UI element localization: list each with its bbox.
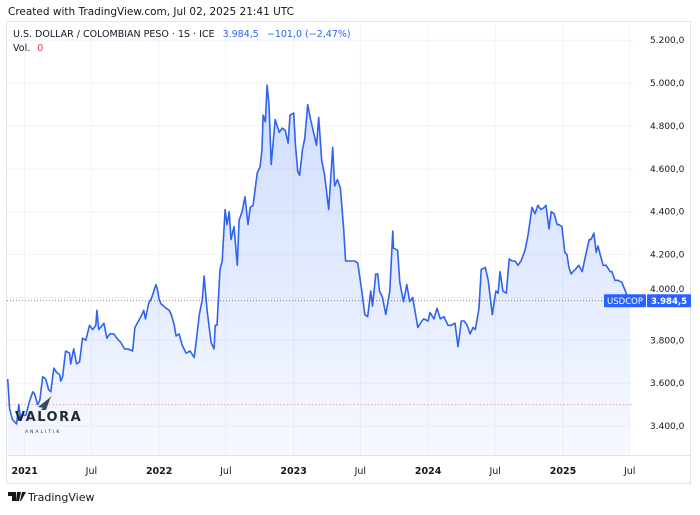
ticker-tag-bg bbox=[604, 294, 646, 308]
volume-value: 0 bbox=[37, 43, 43, 54]
price-line bbox=[6, 84, 631, 425]
tradingview-footer[interactable]: TradingView bbox=[8, 491, 94, 504]
area-fill bbox=[7, 85, 630, 455]
y-tick-label: 4.000,0 bbox=[650, 285, 685, 295]
last-price: 3.984,5 bbox=[223, 29, 259, 40]
valora-watermark: VALORA ANALITIK bbox=[15, 396, 82, 435]
price-axis[interactable]: 3.400,0 3.600,0 3.800,0 4.000,0 4.200,0 4.400… bbox=[650, 36, 685, 432]
svg-text:U.S. DOLLAR / COLOMBIAN PESO ·: U.S. DOLLAR / COLOMBIAN PESO · 1S · ICE … bbox=[13, 29, 351, 40]
created-with-text: Created with TradingView.com, Jul 02, 20… bbox=[8, 6, 294, 18]
tradingview-logo-icon bbox=[8, 492, 26, 501]
y-tick-label: 5.200,0 bbox=[650, 36, 685, 46]
chart-frame bbox=[6, 21, 691, 484]
x-tick-label: 2022 bbox=[146, 466, 172, 477]
x-tick-label: 2023 bbox=[280, 466, 306, 477]
volume-label: Vol. bbox=[13, 43, 30, 54]
tradingview-brand: TradingView bbox=[27, 491, 94, 504]
price-change: −101,0 (−2,47%) bbox=[267, 29, 351, 40]
svg-text:Vol. 0: Vol. 0 bbox=[13, 43, 43, 54]
watermark-name: VALORA bbox=[15, 410, 82, 425]
x-tick-label: Jul bbox=[623, 466, 635, 477]
y-tick-label: 4.200,0 bbox=[650, 251, 685, 261]
x-tick-label: Jul bbox=[354, 466, 366, 477]
y-tick-label: 3.400,0 bbox=[650, 422, 685, 432]
y-tick-label: 5.000,0 bbox=[650, 79, 685, 89]
x-tick-label: Jul bbox=[488, 466, 500, 477]
symbol-title: U.S. DOLLAR / COLOMBIAN PESO · 1S · ICE bbox=[13, 29, 215, 40]
x-tick-label: 2024 bbox=[415, 466, 442, 477]
price-tag-bg bbox=[647, 294, 691, 308]
ticker-tag: USDCOP bbox=[607, 297, 643, 307]
watermark-sub: ANALITIK bbox=[25, 429, 61, 435]
price-tag-value: 3.984,5 bbox=[651, 297, 687, 307]
x-tick-label: Jul bbox=[219, 466, 231, 477]
time-axis[interactable]: 2021 Jul 2022 Jul 2023 Jul 2024 Jul 2025 Jul bbox=[11, 466, 635, 477]
x-tick-label: 2025 bbox=[550, 466, 576, 477]
y-tick-label: 3.800,0 bbox=[650, 336, 685, 346]
legend: U.S. DOLLAR / COLOMBIAN PESO · 1S · ICE … bbox=[13, 29, 351, 54]
x-tick-label: Jul bbox=[85, 466, 97, 477]
x-tick-label: 2021 bbox=[11, 466, 37, 477]
y-tick-label: 4.400,0 bbox=[650, 208, 685, 218]
price-tag: USDCOP 3.984,5 bbox=[604, 294, 691, 308]
valora-logo-icon bbox=[38, 396, 52, 410]
y-tick-label: 4.800,0 bbox=[650, 122, 685, 132]
y-tick-label: 4.600,0 bbox=[650, 165, 685, 175]
y-tick-label: 3.600,0 bbox=[650, 379, 685, 389]
